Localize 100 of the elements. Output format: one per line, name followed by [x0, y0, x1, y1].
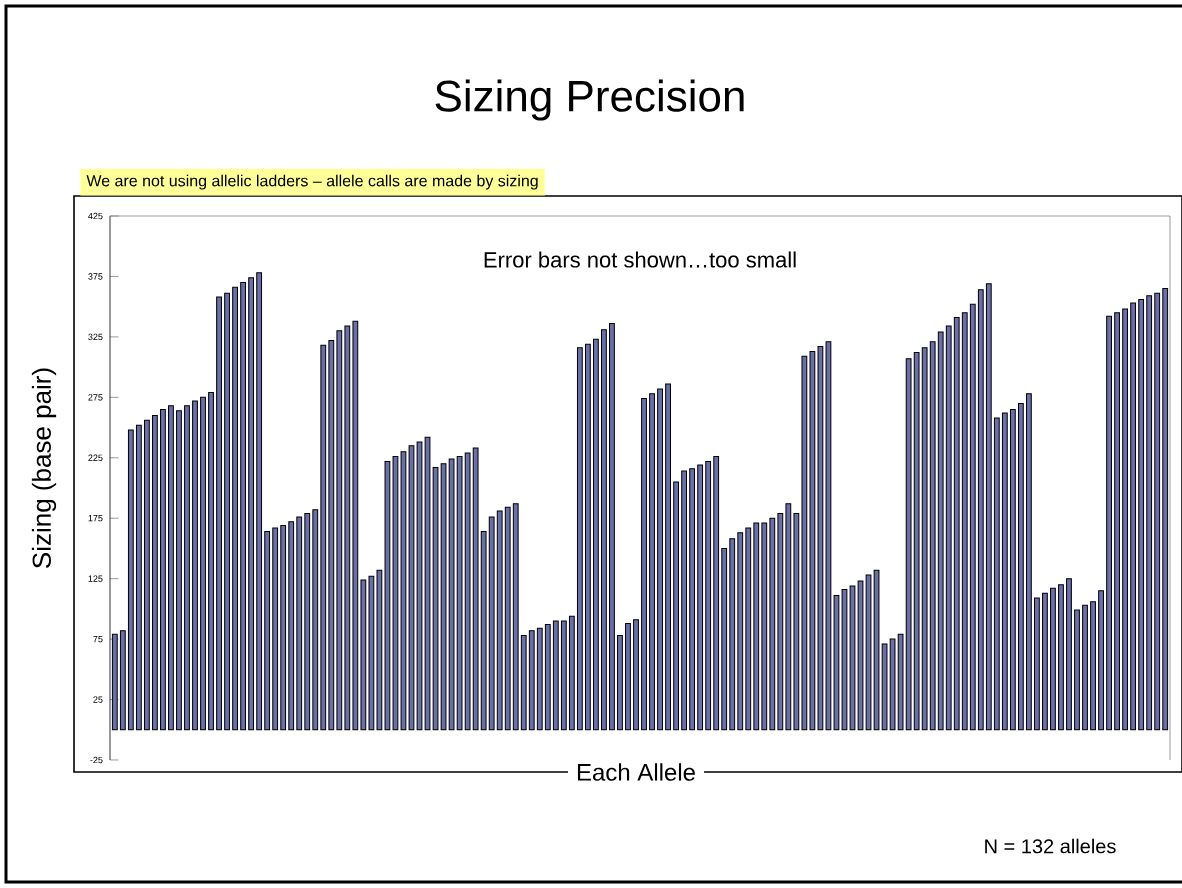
bar	[296, 516, 303, 731]
bar	[609, 323, 615, 731]
bar	[216, 296, 222, 731]
bar	[681, 470, 688, 731]
bar	[152, 414, 158, 731]
bar	[665, 383, 671, 731]
bar	[1082, 604, 1088, 731]
x-axis-title: Each Allele	[577, 763, 695, 781]
bar	[232, 286, 238, 731]
y-axis-title: Sizing (base pair)	[31, 368, 57, 568]
bar	[200, 396, 206, 731]
bar	[641, 398, 647, 731]
bar	[320, 344, 327, 731]
bar	[849, 585, 856, 731]
bar	[953, 317, 960, 731]
bar	[352, 320, 359, 731]
bar	[1001, 412, 1008, 731]
bar	[1162, 288, 1169, 731]
bar	[544, 624, 551, 731]
bar	[184, 405, 190, 731]
bar	[528, 630, 535, 731]
bar	[625, 622, 631, 731]
bar	[657, 388, 663, 731]
bar	[1114, 312, 1120, 731]
bar	[977, 289, 984, 731]
bar	[649, 393, 655, 731]
annotation: Error bars not shown…too small	[484, 251, 796, 268]
bar	[1058, 584, 1064, 731]
bar	[392, 456, 399, 731]
bar	[1106, 315, 1112, 731]
bar	[488, 516, 495, 731]
bar	[1066, 578, 1072, 731]
bar	[135, 424, 142, 731]
chart-title: Sizing Precision	[435, 79, 744, 121]
bar	[536, 627, 543, 731]
bar	[809, 350, 816, 731]
bar	[705, 460, 712, 731]
bar	[584, 343, 591, 731]
bar	[1050, 587, 1056, 731]
bar	[745, 527, 752, 731]
bar	[1122, 308, 1129, 731]
bar	[424, 436, 431, 731]
bar	[761, 522, 768, 731]
bar	[985, 283, 992, 731]
bar	[785, 503, 792, 731]
bar	[248, 277, 255, 731]
bar	[496, 510, 503, 731]
bar	[601, 329, 607, 731]
bar	[224, 292, 230, 731]
bar	[344, 325, 351, 731]
chart-subtitle: We are not using allelic ladders – allele calls are made by sizing	[86, 174, 538, 190]
bar	[801, 355, 808, 731]
bar	[440, 463, 447, 731]
bar	[889, 638, 896, 731]
bar	[504, 506, 511, 731]
bar	[464, 452, 471, 731]
bar	[697, 464, 704, 731]
bar	[913, 352, 920, 731]
bar	[817, 346, 824, 731]
bar	[192, 400, 198, 731]
bar	[143, 419, 150, 731]
bar	[945, 325, 952, 731]
bar	[280, 524, 287, 731]
bar	[1146, 295, 1153, 731]
text: N = 132 alleles	[985, 838, 1116, 854]
bar	[176, 410, 182, 731]
bar	[168, 405, 174, 731]
bar	[841, 589, 848, 731]
bar	[1154, 292, 1161, 731]
bar	[729, 538, 736, 731]
bar	[737, 532, 744, 731]
bar	[873, 569, 880, 731]
bar	[857, 580, 864, 731]
bar	[689, 468, 696, 731]
bar	[1042, 592, 1048, 731]
bar	[336, 330, 343, 731]
bar	[921, 347, 928, 731]
bar	[825, 341, 832, 731]
bar	[472, 447, 479, 731]
bar	[1009, 408, 1016, 731]
bar	[552, 620, 559, 731]
bar	[408, 445, 415, 731]
bar	[865, 574, 872, 731]
bar	[576, 347, 583, 731]
bar	[1025, 393, 1032, 731]
bar	[272, 527, 279, 731]
bar	[961, 312, 968, 731]
bar	[512, 503, 519, 731]
bar	[160, 408, 166, 731]
bar	[1138, 298, 1145, 731]
bar	[1130, 302, 1137, 731]
bar	[384, 460, 391, 731]
bar	[127, 429, 134, 731]
bar	[304, 512, 311, 731]
bar	[713, 456, 720, 731]
bar	[769, 517, 776, 731]
bar	[448, 458, 455, 731]
bar	[288, 521, 295, 731]
bar	[240, 281, 246, 731]
bar	[368, 575, 375, 731]
